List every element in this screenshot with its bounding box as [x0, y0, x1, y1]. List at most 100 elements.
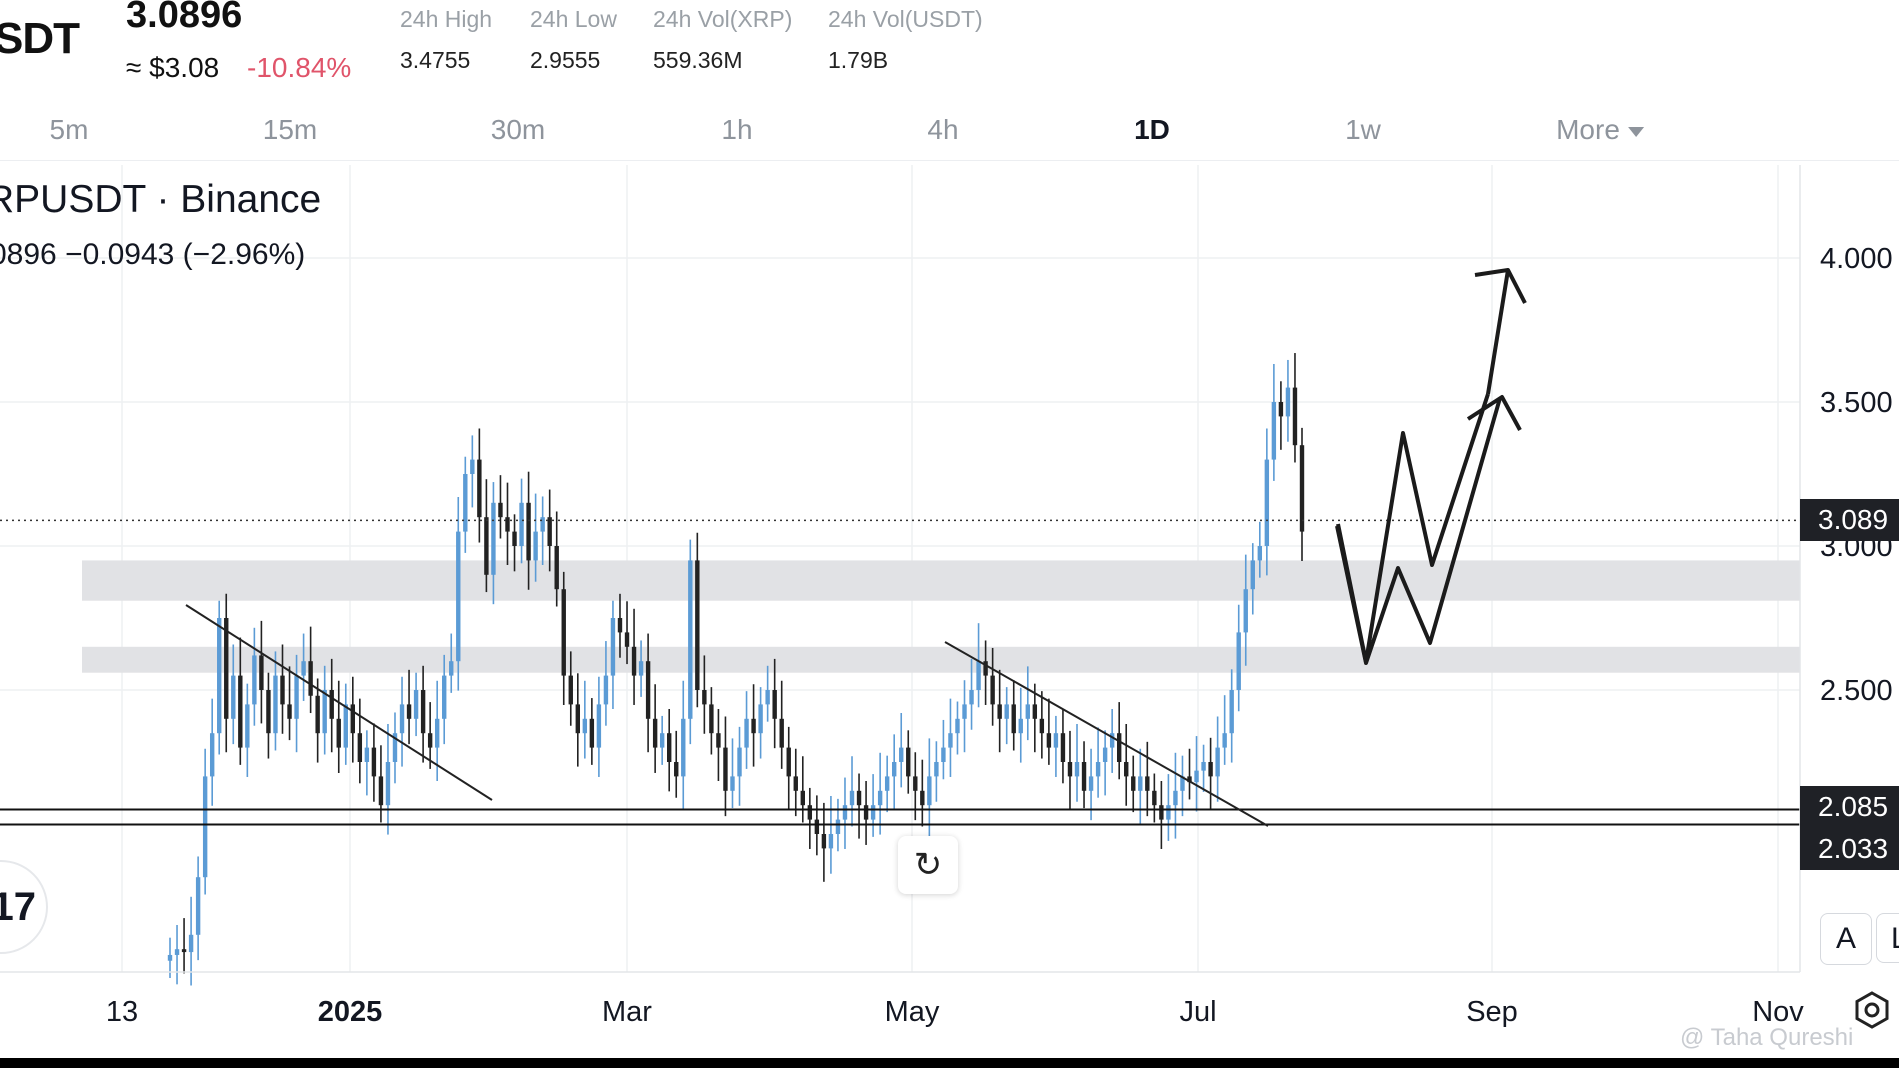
- candle: [765, 665, 770, 722]
- projection-arrowhead-lower: [1466, 395, 1522, 431]
- candle: [1278, 381, 1284, 450]
- x-tick-label: May: [885, 996, 940, 1028]
- candle: [1004, 687, 1009, 745]
- candle: [1053, 715, 1059, 777]
- candle: [526, 471, 531, 590]
- candle: [1292, 353, 1298, 463]
- candle: [413, 672, 419, 737]
- candle: [294, 654, 299, 753]
- candle: [737, 726, 742, 806]
- candle: [1229, 669, 1234, 763]
- timeframe-1w[interactable]: 1w: [1345, 114, 1381, 145]
- x-tick-label: 13: [106, 996, 138, 1028]
- x-tick-label: Mar: [602, 996, 652, 1028]
- candle: [617, 593, 623, 658]
- stat-24h-vol-usdt: 24h Vol(USDT) 1.79B: [828, 6, 983, 74]
- candle: [1088, 748, 1094, 821]
- candle: [174, 925, 180, 985]
- log-scale-button[interactable]: L: [1876, 913, 1899, 963]
- candle: [385, 723, 391, 835]
- auto-scale-button[interactable]: A: [1820, 913, 1872, 965]
- projection-path-upper: [1336, 393, 1490, 664]
- candle: [800, 756, 805, 823]
- candle: [1194, 736, 1199, 812]
- reset-chart-button[interactable]: ↻: [898, 836, 958, 894]
- candle: [1187, 748, 1192, 800]
- stat-value: 559.36M: [653, 47, 743, 73]
- candle: [1109, 709, 1115, 773]
- candle: [259, 620, 264, 724]
- candle: [456, 497, 461, 691]
- trendline-descending-2: [944, 641, 1269, 827]
- candle: [983, 640, 988, 705]
- candle: [202, 748, 208, 895]
- candle: [863, 781, 869, 845]
- y-tick-label: 3.500: [1820, 387, 1893, 419]
- timeframe-30m[interactable]: 30m: [490, 114, 546, 145]
- candle: [364, 730, 370, 796]
- candle: [231, 644, 236, 745]
- change-percent: -10.84%: [247, 52, 352, 83]
- candle: [442, 654, 447, 745]
- candle: [1243, 554, 1248, 666]
- stat-24h-low: 24h Low 2.9555: [530, 6, 617, 74]
- candle: [1271, 363, 1277, 481]
- candle: [793, 748, 798, 817]
- usd-price: ≈ $3.08: [126, 52, 220, 83]
- candle: [505, 482, 510, 566]
- trendline-descending-1: [185, 604, 493, 801]
- candle: [378, 745, 384, 823]
- candle: [1081, 741, 1087, 809]
- candle: [688, 539, 693, 745]
- candle: [1285, 359, 1291, 442]
- stat-value: 2.9555: [530, 47, 601, 73]
- candle: [1299, 427, 1305, 561]
- candle: [1159, 781, 1164, 849]
- candle: [273, 651, 278, 751]
- candle: [1250, 543, 1255, 615]
- candle: [716, 709, 721, 782]
- stat-24h-high: 24h High 3.4755: [400, 6, 492, 74]
- stat-value: 1.79B: [828, 47, 889, 73]
- candle: [519, 478, 524, 564]
- y-tick-label: 2.500: [1820, 675, 1893, 707]
- candle: [1011, 680, 1016, 751]
- candle: [624, 601, 630, 665]
- watermark: @ Taha Qureshi: [1680, 1024, 1854, 1051]
- candle: [477, 428, 482, 543]
- candle: [1201, 744, 1206, 792]
- candle: [997, 669, 1002, 753]
- candle: [779, 680, 784, 769]
- candle: [1025, 666, 1030, 741]
- candle: [1173, 752, 1178, 839]
- candle: [1138, 748, 1143, 825]
- candle: [723, 716, 728, 817]
- candle: [470, 435, 475, 508]
- candle: [568, 651, 573, 726]
- timeframe-15m[interactable]: 15m: [262, 114, 318, 145]
- timeframe-1d[interactable]: 1D: [1134, 114, 1170, 145]
- candle: [322, 665, 327, 755]
- settings-gear-icon[interactable]: [1852, 990, 1892, 1030]
- candle: [498, 475, 503, 539]
- timeframe-1h[interactable]: 1h: [721, 114, 753, 145]
- candle: [744, 691, 749, 769]
- last-price-tag: 3.089: [1800, 499, 1899, 541]
- candle: [659, 715, 665, 765]
- timeframe-4h[interactable]: 4h: [927, 114, 959, 145]
- candle: [990, 647, 995, 726]
- candle: [603, 641, 609, 726]
- candle: [533, 493, 538, 582]
- x-tick-label: Sep: [1466, 996, 1518, 1028]
- stat-label: 24h Vol(USDT): [828, 6, 983, 32]
- candle: [406, 669, 412, 745]
- candle: [238, 637, 243, 765]
- candle: [906, 730, 911, 794]
- timeframe-5m[interactable]: 5m: [49, 114, 89, 145]
- candle: [1222, 695, 1227, 765]
- candle: [920, 759, 925, 827]
- timeframe-more[interactable]: More: [1556, 114, 1644, 146]
- candle: [730, 738, 735, 809]
- candle: [891, 734, 897, 810]
- pair-symbol: SDT: [0, 14, 80, 63]
